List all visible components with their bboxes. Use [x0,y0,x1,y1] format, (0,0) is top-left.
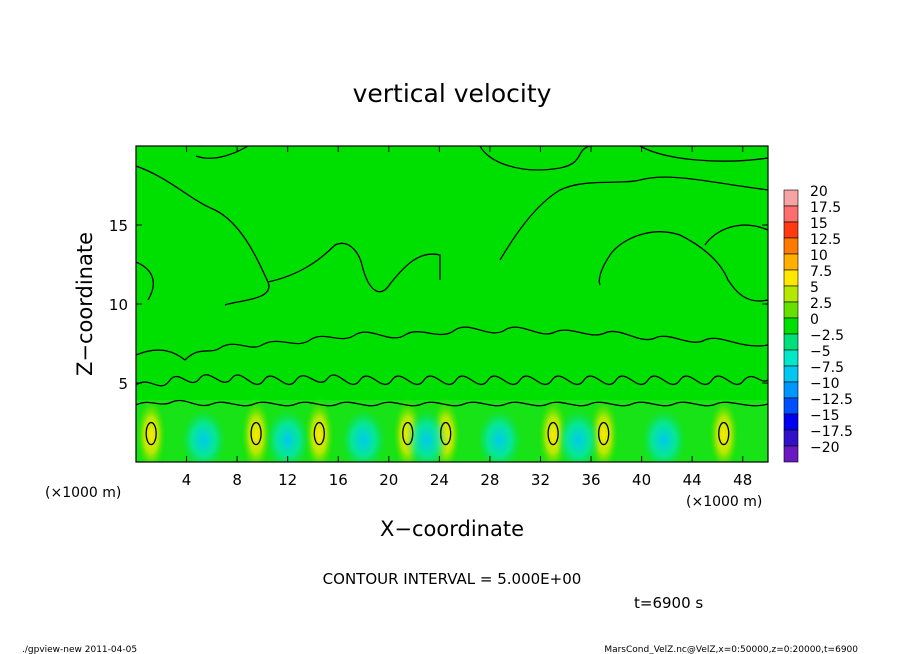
contour-interval-label: CONTOUR INTERVAL = 5.000E+00 [323,570,582,588]
time-label: t=6900 s [634,594,703,612]
colorbar-swatch [783,349,799,367]
downdraft-cell [265,409,310,462]
contour-oval [440,421,452,446]
x-tick-label: 40 [632,471,651,489]
contour-line [136,326,768,361]
contour-line [136,165,441,306]
downdraft-cell [477,409,522,462]
x-unit-label-left: (×1000 m) [45,485,121,501]
contour-line [195,146,249,159]
contour-oval [718,421,730,446]
downdraft-cell [404,409,449,462]
colorbar-swatch [783,445,799,463]
x-axis-label: X−coordinate [380,517,524,541]
chart-title: vertical velocity [353,79,552,108]
x-unit-label-right: (×1000 m) [686,494,762,510]
colorbar-swatch [783,333,799,351]
contour-oval [250,421,262,446]
contour-lines [136,146,768,446]
y-tick-label: 15 [109,217,128,235]
colorbar-label: 7.5 [810,264,832,280]
colorbar-swatch [783,269,799,287]
y-tick-label: 5 [118,375,128,393]
x-tick-label: 4 [182,471,192,489]
updraft-cell [707,395,740,462]
colorbar-label: 5 [810,280,819,296]
colorbar-swatch [783,237,799,255]
colorbar-label: −10 [810,376,840,392]
y-tick-label: 10 [109,296,128,314]
contour-line [639,146,768,162]
x-tick-label: 8 [232,471,242,489]
colorbar-swatch [783,429,799,447]
colorbar-label: −5 [810,344,831,360]
contour-oval [547,421,559,446]
colorbar-label: 20 [810,184,828,200]
x-tick-label: 32 [531,471,550,489]
colorbar-swatch [783,413,799,431]
contour-line [136,231,768,302]
downdraft-cell [556,409,601,462]
contour-oval [145,421,157,446]
x-tick-label: 28 [480,471,499,489]
colorbar-label: 2.5 [810,296,832,312]
colorbar-swatch [783,205,799,223]
colorbar-swatch [783,253,799,271]
colorbar-label: −15 [810,408,840,424]
colorbar-swatch [783,189,799,207]
contour-oval [402,421,414,446]
footer-left-label: ./gpview-new 2011-04-05 [22,645,137,654]
colorbar-swatch [783,221,799,239]
contour-line [499,176,768,261]
updraft-cell [303,395,336,462]
contour-line [136,374,768,387]
updraft-cell [240,395,273,462]
colorbar-swatch [783,317,799,335]
contour-line [704,224,768,246]
x-tick-label: 16 [329,471,348,489]
plot-area [136,146,768,462]
colorbar-label: 12.5 [810,232,841,248]
contour-line [479,146,591,171]
colorbar-label: −17.5 [810,424,853,440]
x-tick-label: 12 [278,471,297,489]
y-axis-label: Z−coordinate [73,232,97,376]
downdraft-cell [641,409,686,462]
colorbar-label: 17.5 [810,200,841,216]
x-tick-label: 36 [581,471,600,489]
colorbar-label: −20 [810,440,840,456]
x-tick-label: 20 [379,471,398,489]
colorbar-label: −2.5 [810,328,844,344]
colorbar-label: 10 [810,248,828,264]
colorbar-swatch [783,397,799,415]
colorbar-label: −12.5 [810,392,853,408]
x-tick-label: 48 [733,471,752,489]
colorbar-swatch [783,365,799,383]
colorbar-swatch [783,301,799,319]
updraft-cell [136,395,168,462]
colorbar-label: 15 [810,216,828,232]
contour-oval [598,421,610,446]
downdraft-cell [341,409,386,462]
colorbar-label: −7.5 [810,360,844,376]
contour-oval [313,421,325,446]
footer-right-label: MarsCond_VelZ.nc@VelZ,x=0:50000,z=0:2000… [604,645,858,654]
colorbar-label: 0 [810,312,819,328]
colorbar-swatch [783,381,799,399]
x-tick-label: 44 [683,471,702,489]
contour-line [136,399,768,407]
colorbar-swatch [783,285,799,303]
x-tick-label: 24 [430,471,449,489]
downdraft-cell [181,409,226,462]
